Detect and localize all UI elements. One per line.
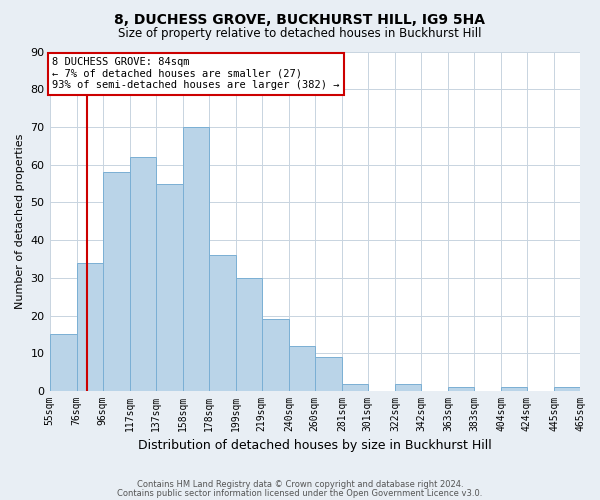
Text: Size of property relative to detached houses in Buckhurst Hill: Size of property relative to detached ho… bbox=[118, 28, 482, 40]
Bar bbox=[448, 388, 474, 391]
Y-axis label: Number of detached properties: Number of detached properties bbox=[15, 134, 25, 309]
Bar bbox=[103, 172, 130, 391]
Bar bbox=[209, 255, 236, 391]
Text: Contains HM Land Registry data © Crown copyright and database right 2024.: Contains HM Land Registry data © Crown c… bbox=[137, 480, 463, 489]
Text: 8 DUCHESS GROVE: 84sqm
← 7% of detached houses are smaller (27)
93% of semi-deta: 8 DUCHESS GROVE: 84sqm ← 7% of detached … bbox=[52, 57, 340, 90]
Bar bbox=[289, 346, 315, 391]
Text: 8, DUCHESS GROVE, BUCKHURST HILL, IG9 5HA: 8, DUCHESS GROVE, BUCKHURST HILL, IG9 5H… bbox=[115, 12, 485, 26]
Bar bbox=[77, 263, 103, 391]
Text: Contains public sector information licensed under the Open Government Licence v3: Contains public sector information licen… bbox=[118, 488, 482, 498]
Bar bbox=[315, 357, 342, 391]
Bar bbox=[501, 388, 527, 391]
Bar bbox=[50, 334, 77, 391]
Bar bbox=[395, 384, 421, 391]
X-axis label: Distribution of detached houses by size in Buckhurst Hill: Distribution of detached houses by size … bbox=[138, 440, 491, 452]
Bar bbox=[554, 388, 580, 391]
Bar bbox=[262, 320, 289, 391]
Bar bbox=[155, 184, 183, 391]
Bar bbox=[130, 157, 155, 391]
Bar bbox=[342, 384, 368, 391]
Bar bbox=[236, 278, 262, 391]
Bar bbox=[183, 127, 209, 391]
